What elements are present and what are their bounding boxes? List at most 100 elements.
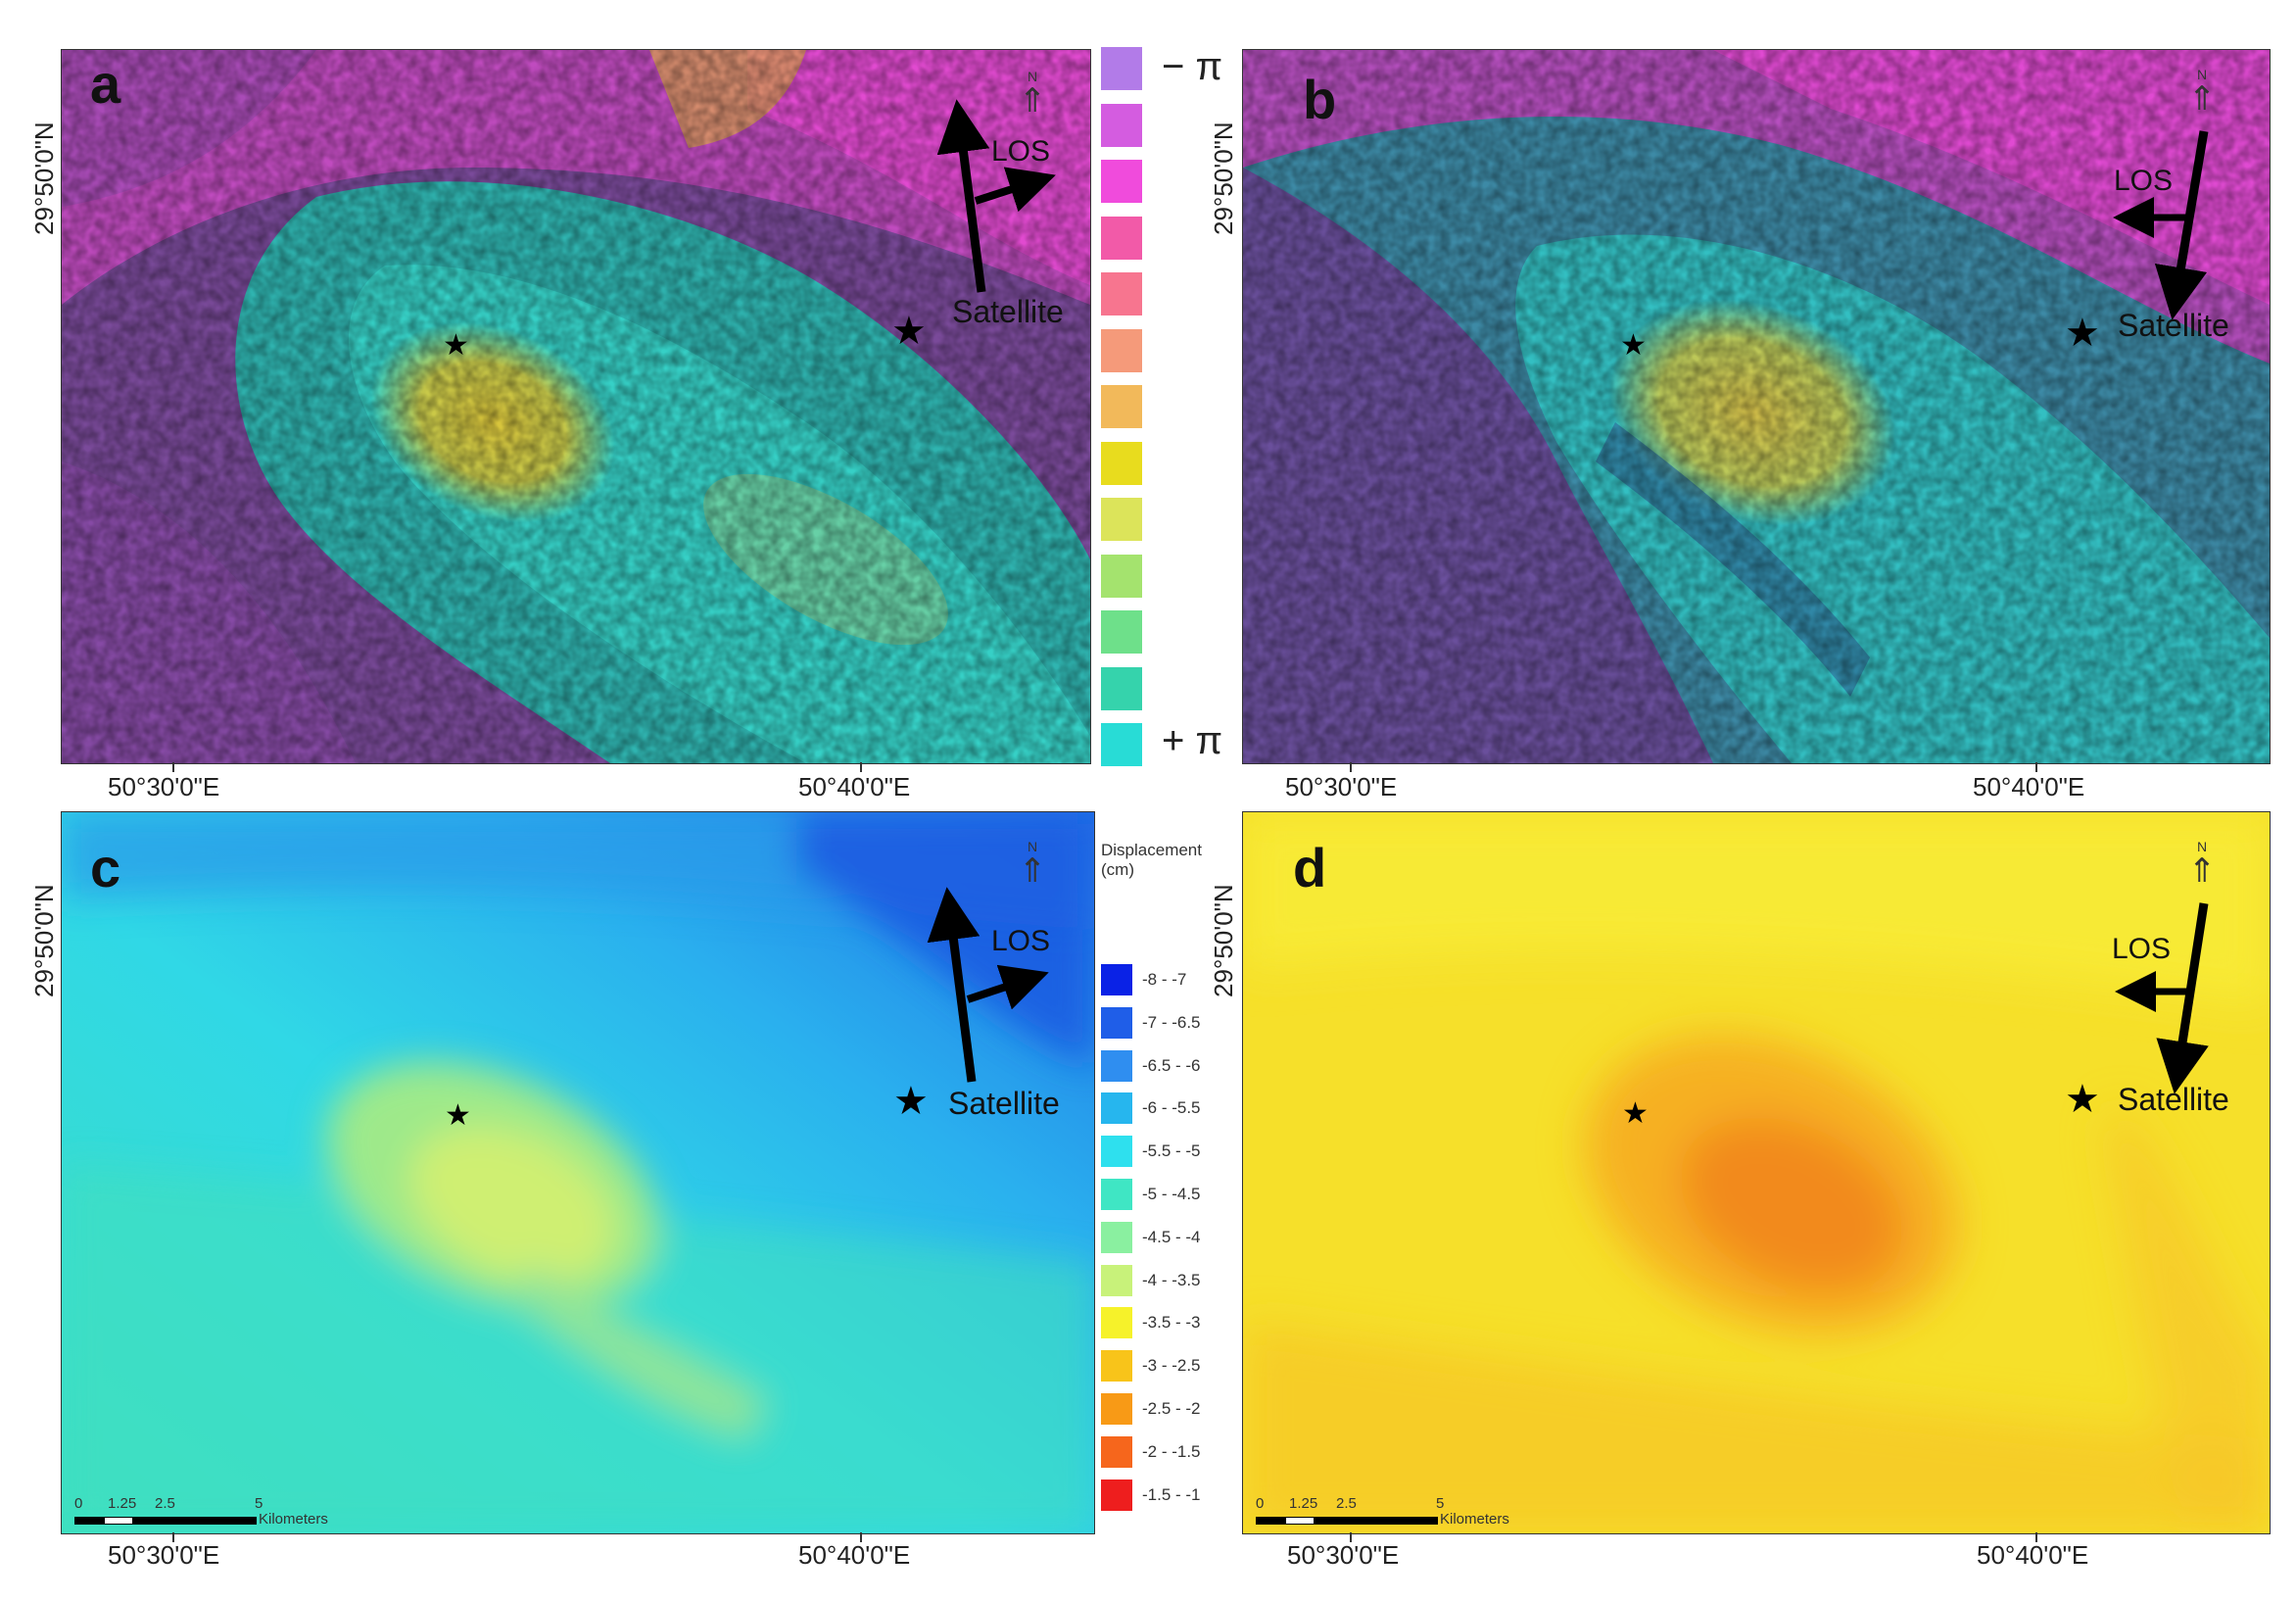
lon-right-label-c: 50°40'0"E: [798, 1540, 911, 1570]
scale-tick-1: 1.25: [1289, 1495, 1318, 1512]
displacement-legend-swatch: [1101, 1092, 1132, 1125]
tick-c-lon1: [172, 1532, 174, 1542]
los-label-c: LOS: [991, 925, 1051, 957]
scale-tick-0: 0: [1256, 1495, 1265, 1512]
epicenter-star-icon-b: ★: [1620, 329, 1647, 362]
displacement-legend-label: -2 - -1.5: [1142, 1441, 1201, 1461]
displacement-legend-swatch: [1101, 1393, 1132, 1425]
lat-label-b: 29°50'0"N: [1209, 121, 1238, 235]
phase-legend-swatch: [1101, 272, 1142, 315]
phase-legend-swatch: [1101, 385, 1142, 428]
scale-unit: Kilometers: [1440, 1511, 1509, 1528]
lon-left-label-a: 50°30'0"E: [108, 772, 220, 801]
tick-c-lon2: [860, 1532, 862, 1542]
displacement-legend-label: -1.5 - -1: [1142, 1484, 1201, 1504]
tick-a-lon1: [172, 762, 174, 772]
scale-tick-2: 2.5: [155, 1495, 175, 1512]
scale-tick-0: 0: [74, 1495, 83, 1512]
scale-tick-3: 5: [255, 1495, 263, 1512]
satellite-star-icon-d: ★: [2065, 1078, 2100, 1121]
displacement-legend-swatch: [1101, 1479, 1132, 1511]
displacement-legend-swatch: [1101, 1435, 1132, 1468]
displacement-legend-swatch: [1101, 1006, 1132, 1039]
panel-a-interferogram: [61, 49, 1091, 764]
los-label-a: LOS: [991, 135, 1051, 168]
tick-b-lon1: [1350, 762, 1352, 772]
scale-tick-1: 1.25: [108, 1495, 137, 1512]
displacement-legend-label: -8 - -7: [1142, 970, 1187, 989]
displacement-legend-swatch: [1101, 1136, 1132, 1168]
phase-legend-swatch: [1101, 103, 1142, 147]
phase-legend-swatch: [1101, 441, 1142, 485]
north-arrow-icon-b: N ⇑: [2187, 67, 2217, 118]
displacement-legend-swatch: [1101, 1049, 1132, 1082]
satellite-star-icon-a: ★: [891, 310, 927, 353]
epicenter-star-icon-c: ★: [445, 1099, 471, 1132]
lon-right-label-a: 50°40'0"E: [798, 772, 911, 801]
displacement-legend-label: -6 - -5.5: [1142, 1098, 1201, 1118]
interferogram-a-image: [62, 50, 1090, 763]
phase-legend-max: + π: [1162, 719, 1223, 762]
north-arrow-icon-c: N ⇑: [1018, 839, 1047, 890]
displacement-legend-swatch: [1101, 964, 1132, 995]
scale-tick-2: 2.5: [1336, 1495, 1357, 1512]
los-label-d: LOS: [2112, 933, 2172, 965]
phase-legend-swatch: [1101, 160, 1142, 203]
displacement-legend-title: Displacement (cm): [1101, 841, 1202, 879]
tick-a-lon2: [860, 762, 862, 772]
phase-legend-swatch: [1101, 610, 1142, 654]
panel-label-d: d: [1293, 837, 1327, 898]
scale-bar-d: 0 1.25 2.5 5 Kilometers: [1256, 1495, 1550, 1530]
phase-legend-min: − π: [1162, 45, 1223, 88]
phase-legend-swatch: [1101, 328, 1142, 372]
panel-d-displacement: [1242, 811, 2271, 1534]
satellite-label-c: Satellite: [948, 1086, 1060, 1121]
satellite-label-b: Satellite: [2118, 308, 2229, 343]
lon-right-label-d: 50°40'0"E: [1977, 1540, 2089, 1570]
displacement-legend-label: -2.5 - -2: [1142, 1399, 1201, 1418]
satellite-label-d: Satellite: [2118, 1082, 2229, 1117]
scale-bar-c: 0 1.25 2.5 5 Kilometers: [74, 1495, 368, 1530]
tick-d-lon1: [1350, 1532, 1352, 1542]
displacement-legend-label: -6.5 - -6: [1142, 1055, 1201, 1075]
lon-left-label-c: 50°30'0"E: [108, 1540, 220, 1570]
satellite-star-icon-b: ★: [2065, 312, 2100, 355]
displacement-c-image: [62, 812, 1094, 1533]
lon-left-label-d: 50°30'0"E: [1287, 1540, 1400, 1570]
phase-legend-swatch: [1101, 723, 1142, 766]
displacement-d-image: [1243, 812, 2270, 1533]
displacement-legend-label: -4.5 - -4: [1142, 1227, 1201, 1246]
displacement-legend-swatch: [1101, 1221, 1132, 1253]
epicenter-star-icon-a: ★: [443, 329, 469, 362]
phase-legend-swatch: [1101, 498, 1142, 541]
phase-legend-swatch: [1101, 554, 1142, 598]
phase-legend-swatch: [1101, 666, 1142, 710]
displacement-legend-label: -4 - -3.5: [1142, 1270, 1201, 1289]
displacement-legend-swatch: [1101, 1350, 1132, 1383]
north-arrow-icon-a: N ⇑: [1018, 69, 1047, 120]
panel-c-displacement: [61, 811, 1095, 1534]
los-label-b: LOS: [2114, 165, 2174, 197]
phase-legend-swatch: [1101, 216, 1142, 260]
epicenter-star-icon-d: ★: [1622, 1097, 1649, 1130]
lat-label-d: 29°50'0"N: [1209, 884, 1238, 997]
tick-b-lon2: [2035, 762, 2037, 772]
lon-left-label-b: 50°30'0"E: [1285, 772, 1398, 801]
panel-b-interferogram: [1242, 49, 2271, 764]
north-arrow-icon-d: N ⇑: [2187, 839, 2217, 890]
displacement-legend-swatch: [1101, 1307, 1132, 1339]
displacement-legend-label: -5 - -4.5: [1142, 1185, 1201, 1203]
displacement-legend-swatch: [1101, 1179, 1132, 1210]
interferogram-b-image: [1243, 50, 2270, 763]
lon-right-label-b: 50°40'0"E: [1973, 772, 2085, 801]
lat-label-a: 29°50'0"N: [29, 121, 59, 235]
satellite-star-icon-c: ★: [893, 1080, 929, 1123]
panel-label-b: b: [1303, 69, 1337, 130]
displacement-legend-swatch: [1101, 1264, 1132, 1296]
lat-label-c: 29°50'0"N: [29, 884, 59, 997]
displacement-legend-label: -5.5 - -5: [1142, 1141, 1201, 1161]
scale-unit: Kilometers: [259, 1511, 328, 1528]
tick-d-lon2: [2035, 1532, 2037, 1542]
satellite-label-a: Satellite: [952, 294, 1064, 329]
displacement-legend-label: -3 - -2.5: [1142, 1356, 1201, 1376]
